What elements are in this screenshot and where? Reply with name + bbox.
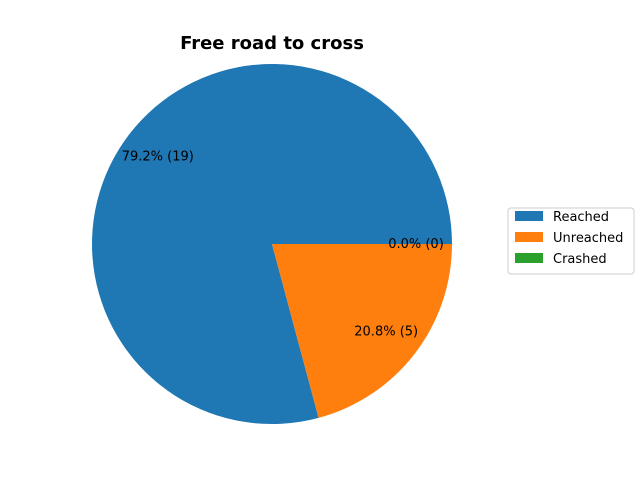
pie-slice-reached (92, 64, 452, 425)
legend-swatch-crashed (515, 253, 543, 263)
legend-label-reached: Reached (553, 210, 609, 225)
chart-title: Free road to cross (180, 33, 364, 54)
pie-label-reached: 79.2% (19) (122, 149, 194, 164)
pie-labels: 79.2% (19) 20.8% (5) 0.0% (0) (122, 149, 444, 339)
legend: Reached Unreached Crashed (507, 207, 635, 275)
legend-label-unreached: Unreached (553, 231, 623, 246)
pie-slices (92, 64, 452, 425)
legend-swatch-reached (515, 211, 543, 221)
pie-label-unreached: 20.8% (5) (354, 325, 418, 340)
pie-label-crashed: 0.0% (0) (388, 237, 444, 252)
legend-label-crashed: Crashed (553, 252, 607, 267)
pie-slice-unreached (272, 244, 452, 418)
legend-swatch-unreached (515, 232, 543, 242)
